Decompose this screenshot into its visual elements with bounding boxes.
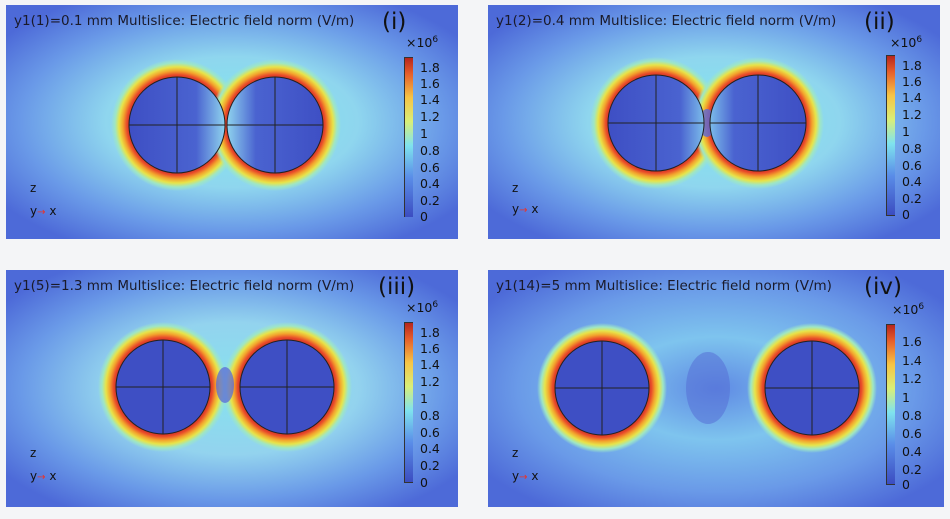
colorbar-tick: 0.8 (420, 408, 440, 423)
colorbar-tick: 1 (420, 126, 428, 141)
colorbar-tick: 1.8 (902, 58, 922, 73)
colorbar-tick: 0.8 (420, 143, 440, 158)
colorbar-tick: 1.6 (420, 341, 440, 356)
field-panel-iv: y1(14)=5 mm Multislice: Electric field n… (488, 270, 944, 507)
colorbar-tick: 1.8 (420, 60, 440, 75)
colorbar-tick: 1.8 (420, 325, 440, 340)
field-panel-i: y1(1)=0.1 mm Multislice: Electric field … (6, 5, 458, 239)
axis-triad: y→ x (512, 202, 539, 216)
colorbar (404, 322, 413, 483)
colorbar-tick: 0.8 (902, 141, 922, 156)
colorbar-tick: 0 (902, 207, 910, 222)
colorbar-multiplier: ×106 (406, 35, 439, 51)
axis-z-label: z (30, 181, 37, 195)
colorbar-tick: 0.6 (902, 426, 922, 441)
field-plot (6, 270, 458, 507)
colorbar-tick: 1.4 (902, 90, 922, 105)
colorbar-tick: 0.4 (902, 444, 922, 459)
colorbar-tick: 0 (420, 209, 428, 224)
colorbar-tick: 0.6 (902, 158, 922, 173)
colorbar-tick: 0.2 (420, 193, 440, 208)
colorbar-tick: 1.2 (420, 109, 440, 124)
panel-label: (i) (382, 9, 407, 35)
field-plot (488, 5, 940, 239)
colorbar-tick: 0.2 (420, 458, 440, 473)
colorbar-tick: 0 (420, 475, 428, 490)
colorbar-multiplier: ×106 (890, 35, 923, 51)
colorbar-tick: 1.4 (902, 353, 922, 368)
panel-label: (iv) (864, 274, 902, 300)
colorbar-tick: 1.6 (420, 76, 440, 91)
colorbar-multiplier: ×106 (406, 300, 439, 316)
axis-z-label: z (512, 446, 519, 460)
colorbar-tick: 1.2 (902, 371, 922, 386)
axis-z-label: z (30, 446, 37, 460)
colorbar-tick: 0.4 (420, 176, 440, 191)
panel-label: (ii) (864, 9, 895, 35)
axis-triad: y→ x (30, 204, 57, 218)
colorbar-tick: 0.4 (420, 441, 440, 456)
colorbar (404, 57, 413, 217)
colorbar-tick: 0.6 (420, 425, 440, 440)
colorbar-tick: 0.8 (902, 408, 922, 423)
colorbar-tick: 1.6 (902, 334, 922, 349)
colorbar-tick: 0.2 (902, 191, 922, 206)
panel-title: y1(14)=5 mm Multislice: Electric field n… (496, 278, 832, 294)
colorbar-tick: 1.4 (420, 357, 440, 372)
colorbar-tick: 1.4 (420, 92, 440, 107)
field-panel-iii: y1(5)=1.3 mm Multislice: Electric field … (6, 270, 458, 507)
colorbar-multiplier: ×106 (892, 302, 925, 318)
colorbar-tick: 1.6 (902, 74, 922, 89)
colorbar-tick: 0.6 (420, 160, 440, 175)
colorbar-tick: 1.2 (902, 107, 922, 122)
panel-title: y1(1)=0.1 mm Multislice: Electric field … (14, 13, 355, 29)
field-plot (6, 5, 458, 239)
panel-label: (iii) (378, 274, 416, 300)
axis-z-label: z (512, 181, 519, 195)
colorbar-tick: 1.2 (420, 374, 440, 389)
colorbar-tick: 1 (420, 391, 428, 406)
colorbar (886, 55, 895, 216)
axis-triad: y→ x (30, 469, 57, 483)
axis-triad: y→ x (512, 469, 539, 483)
panel-title: y1(5)=1.3 mm Multislice: Electric field … (14, 278, 355, 294)
panel-title: y1(2)=0.4 mm Multislice: Electric field … (496, 13, 837, 29)
colorbar-tick: 0.2 (902, 462, 922, 477)
field-plot (488, 270, 944, 507)
colorbar (886, 324, 895, 485)
colorbar-tick: 1 (902, 390, 910, 405)
colorbar-tick: 0.4 (902, 174, 922, 189)
colorbar-tick: 0 (902, 477, 910, 492)
colorbar-tick: 1 (902, 124, 910, 139)
field-panel-ii: y1(2)=0.4 mm Multislice: Electric field … (488, 5, 940, 239)
